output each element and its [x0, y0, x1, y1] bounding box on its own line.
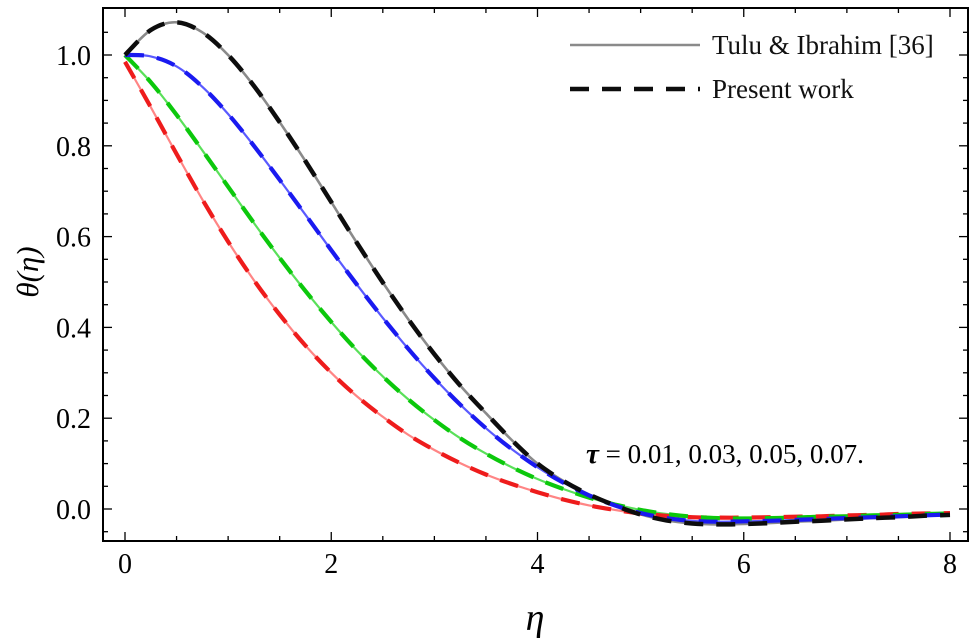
pair-red-dashed: [123, 60, 951, 520]
y-axis-label: θ(η): [10, 246, 45, 298]
y-tick-label: 0.4: [56, 313, 91, 344]
legend-label-solid: Tulu & Ibrahim [36]: [712, 30, 934, 60]
y-tick-label: 0.8: [56, 132, 91, 163]
tau-values-text: = 0.01, 0.03, 0.05, 0.07.: [598, 439, 864, 469]
x-tick-label: 0: [118, 549, 132, 580]
pair-green-dashed: [123, 53, 951, 521]
x-tick-label: 6: [737, 549, 751, 580]
tau-annotation: τ = 0.01, 0.03, 0.05, 0.07.: [586, 438, 864, 471]
x-tick-label: 4: [531, 549, 545, 580]
x-tick-label: 8: [943, 549, 957, 580]
plot-frame: [102, 7, 969, 542]
x-tick-label: 2: [324, 549, 338, 580]
pair-gray-black-dashed: [123, 20, 951, 527]
y-tick-label: 0.6: [56, 223, 91, 254]
tau-symbol: τ: [586, 438, 599, 470]
x-axis-label: η: [525, 597, 545, 639]
y-tick-label: 0.0: [56, 495, 91, 526]
y-tick-label: 0.2: [56, 404, 91, 435]
legend-label-dashed: Present work: [712, 74, 854, 104]
y-tick-label: 1.0: [56, 41, 91, 72]
